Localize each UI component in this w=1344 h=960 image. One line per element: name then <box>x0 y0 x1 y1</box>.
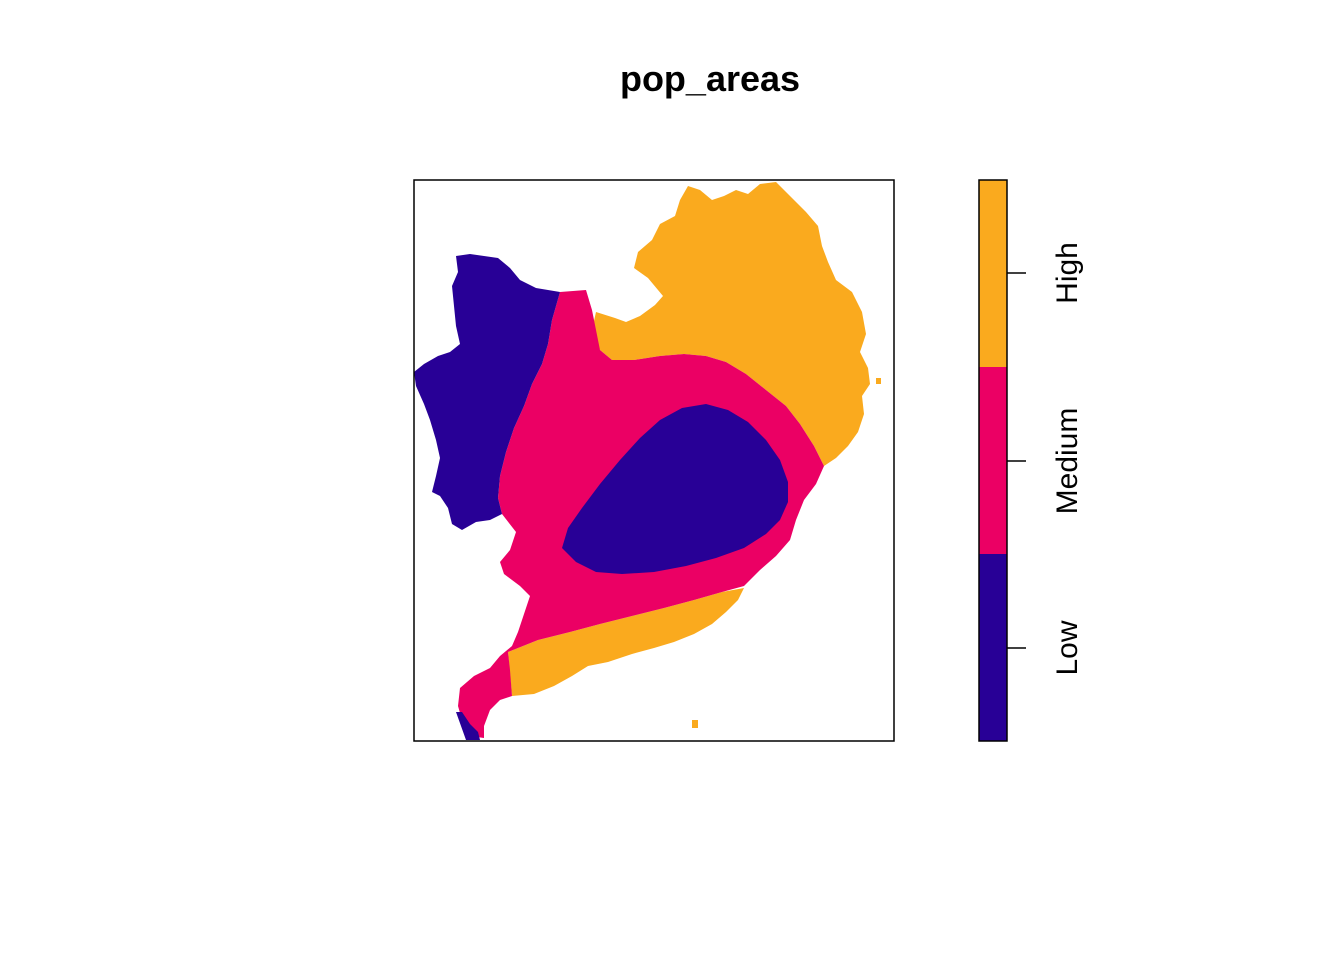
region-low-south <box>456 712 480 740</box>
region-high-islet <box>876 378 881 384</box>
map-frame <box>413 179 895 742</box>
region-low-west <box>414 254 560 530</box>
region-high-south <box>508 588 744 696</box>
legend-swatch-low <box>979 554 1007 741</box>
region-high-north <box>592 182 870 466</box>
legend-label-high: High <box>1051 242 1084 304</box>
map-title: pop_areas <box>619 58 801 99</box>
region-low-center <box>562 404 788 574</box>
legend-swatch-medium <box>979 367 1007 554</box>
legend: Low Medium High <box>978 179 1084 742</box>
legend-label-medium: Medium <box>1051 408 1084 515</box>
legend-label-low: Low <box>1051 620 1084 675</box>
map-panel <box>413 179 895 742</box>
legend-swatch-high <box>979 180 1007 367</box>
region-high-islet <box>692 720 698 728</box>
